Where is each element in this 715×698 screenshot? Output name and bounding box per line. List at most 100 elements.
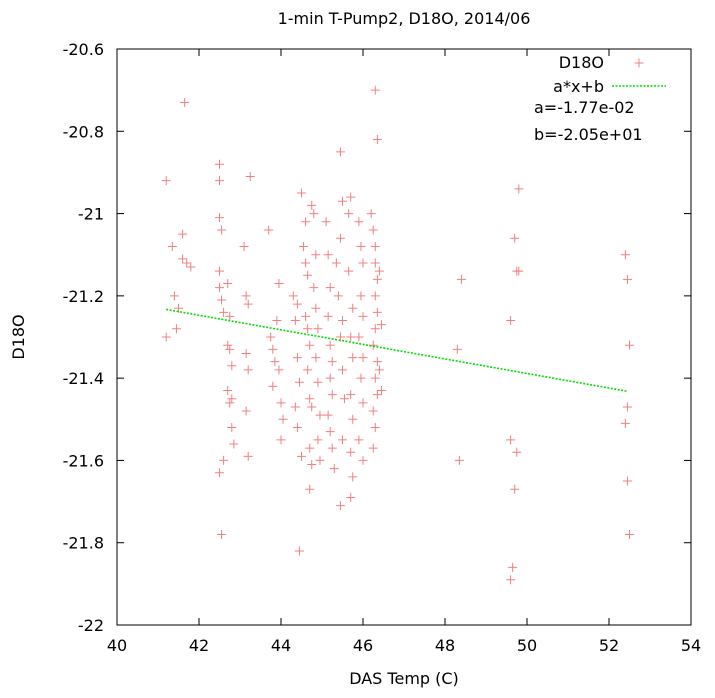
data-point bbox=[348, 414, 358, 424]
data-point bbox=[374, 365, 384, 375]
data-point bbox=[338, 435, 347, 445]
legend-marker-d18o bbox=[634, 58, 644, 68]
data-point bbox=[178, 229, 188, 239]
data-point bbox=[301, 258, 311, 268]
data-point bbox=[303, 365, 313, 375]
data-point bbox=[245, 172, 255, 182]
data-point bbox=[303, 270, 313, 280]
data-point bbox=[368, 443, 378, 453]
data-point bbox=[622, 476, 632, 486]
data-point bbox=[268, 344, 278, 354]
data-point bbox=[288, 291, 298, 301]
data-point bbox=[625, 340, 634, 350]
data-point bbox=[219, 307, 229, 317]
data-point bbox=[344, 209, 354, 219]
y-tick-label: -21.6 bbox=[63, 451, 104, 470]
data-point bbox=[292, 353, 302, 363]
plot-area-frame bbox=[116, 48, 692, 626]
data-point bbox=[372, 357, 382, 367]
data-point bbox=[452, 344, 462, 354]
x-tick-label: 54 bbox=[681, 636, 701, 655]
data-point bbox=[323, 311, 333, 321]
fit-param-a: a=-1.77e-02 bbox=[534, 98, 635, 117]
data-point bbox=[331, 258, 341, 268]
y-tick-label: -20.6 bbox=[63, 40, 104, 59]
data-point bbox=[358, 398, 368, 408]
data-point bbox=[625, 529, 634, 539]
data-point bbox=[311, 353, 321, 363]
data-point bbox=[215, 266, 224, 276]
data-point bbox=[622, 274, 632, 284]
data-point bbox=[358, 258, 368, 268]
data-point bbox=[333, 291, 343, 301]
data-point bbox=[620, 250, 630, 260]
data-point bbox=[276, 435, 286, 445]
data-point bbox=[311, 303, 321, 313]
data-point bbox=[374, 266, 384, 276]
data-point bbox=[376, 320, 386, 330]
data-point bbox=[182, 258, 192, 268]
data-point bbox=[346, 447, 356, 457]
data-point bbox=[325, 373, 335, 383]
data-point bbox=[305, 340, 315, 350]
data-point bbox=[225, 344, 235, 354]
data-point bbox=[321, 217, 331, 227]
data-point bbox=[325, 427, 335, 437]
data-point bbox=[225, 311, 235, 321]
data-point bbox=[348, 472, 358, 482]
data-point bbox=[297, 188, 306, 198]
data-point bbox=[356, 241, 366, 251]
data-point bbox=[309, 209, 319, 219]
data-point bbox=[186, 262, 196, 272]
data-point bbox=[622, 402, 632, 412]
data-point bbox=[372, 307, 382, 317]
data-point bbox=[294, 377, 304, 387]
data-point bbox=[290, 316, 300, 326]
data-point bbox=[305, 484, 315, 494]
x-tick-label: 44 bbox=[271, 636, 291, 655]
data-point bbox=[325, 340, 335, 350]
data-point bbox=[508, 562, 518, 572]
x-tick-label: 50 bbox=[517, 636, 537, 655]
data-point bbox=[346, 492, 356, 502]
data-point bbox=[338, 316, 347, 326]
data-point bbox=[227, 394, 237, 404]
data-point bbox=[276, 398, 286, 408]
legend: D18O a*x+b a=-1.77e-02 b=-2.05e+01 bbox=[534, 53, 666, 144]
data-point bbox=[274, 279, 284, 289]
data-point bbox=[372, 390, 382, 400]
data-point bbox=[356, 373, 366, 383]
data-point bbox=[215, 159, 224, 169]
y-tick-label: -22 bbox=[78, 616, 104, 635]
data-point bbox=[323, 250, 333, 260]
data-point bbox=[161, 176, 171, 186]
data-point bbox=[169, 291, 179, 301]
data-point bbox=[227, 361, 237, 371]
data-point bbox=[327, 357, 337, 367]
data-point bbox=[370, 258, 380, 268]
data-point bbox=[241, 291, 251, 301]
data-point bbox=[370, 291, 380, 301]
data-point bbox=[217, 529, 227, 539]
data-point bbox=[294, 546, 304, 556]
data-point bbox=[340, 394, 350, 404]
data-point bbox=[358, 311, 368, 321]
data-point bbox=[370, 324, 380, 334]
data-point bbox=[620, 418, 630, 428]
data-point bbox=[167, 241, 177, 251]
data-point bbox=[514, 184, 524, 194]
data-point bbox=[338, 196, 347, 206]
data-point bbox=[178, 254, 188, 264]
x-tick-label: 40 bbox=[107, 636, 127, 655]
data-point bbox=[217, 295, 227, 305]
data-point bbox=[292, 423, 302, 433]
data-point bbox=[370, 373, 380, 383]
data-point bbox=[506, 435, 516, 445]
data-point bbox=[346, 192, 356, 202]
fit-line bbox=[166, 308, 628, 393]
data-point bbox=[348, 353, 358, 363]
data-point bbox=[510, 233, 520, 243]
data-point bbox=[370, 423, 380, 433]
y-tick-label: -21.8 bbox=[63, 534, 104, 553]
data-point bbox=[274, 365, 284, 375]
